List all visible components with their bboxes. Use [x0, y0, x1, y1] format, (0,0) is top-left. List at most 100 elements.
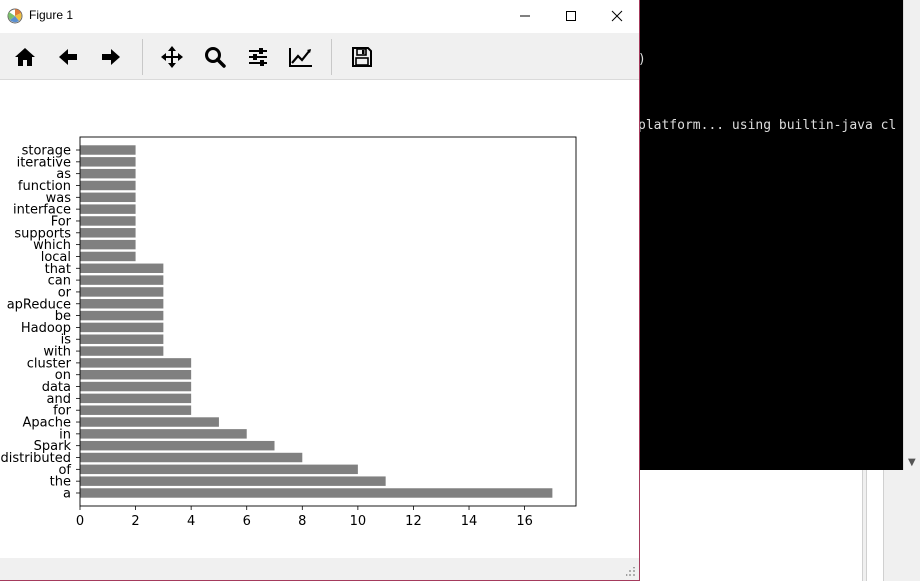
scroll-down-icon[interactable]: ▼	[908, 457, 916, 468]
bar-Spark	[80, 440, 275, 451]
bar-Hadoop	[80, 322, 164, 333]
home-button[interactable]	[9, 41, 41, 73]
bar-with	[80, 346, 164, 356]
configure-subplots-button[interactable]	[242, 41, 274, 73]
bar-or	[80, 287, 164, 297]
x-tick-label: 2	[131, 514, 139, 529]
terminal-line: )	[638, 52, 646, 67]
axes-frame	[79, 136, 577, 507]
y-tick-label: the	[50, 475, 71, 490]
y-tick-label: be	[55, 309, 71, 324]
x-tick-label: 8	[298, 514, 306, 529]
y-tick-label: distributed	[0, 451, 71, 466]
bar-of	[80, 464, 358, 475]
toolbar-separator	[142, 39, 143, 75]
navigation-toolbar	[0, 33, 639, 80]
save-button[interactable]	[346, 41, 378, 73]
pan-button[interactable]	[156, 41, 188, 73]
y-tick-label: storage	[22, 144, 71, 159]
y-tick-label: on	[55, 368, 71, 383]
bar-function	[80, 180, 136, 191]
title-bar[interactable]: Figure 1	[0, 0, 639, 32]
bar-be	[80, 310, 164, 321]
bar-that	[80, 263, 164, 274]
y-tick-label: local	[41, 250, 71, 265]
move-icon	[161, 46, 183, 68]
bar-and	[80, 393, 192, 404]
minimize-icon	[520, 15, 530, 17]
bar-can	[80, 275, 164, 285]
back-button[interactable]	[52, 41, 84, 73]
y-tick-label: and	[47, 392, 71, 407]
y-tick-label: or	[58, 285, 72, 300]
x-tick-label: 14	[461, 514, 478, 529]
y-tick-label: Hadoop	[21, 321, 71, 336]
x-tick-label: 0	[76, 514, 84, 529]
zoom-button[interactable]	[199, 41, 231, 73]
bar-iterative	[80, 157, 136, 167]
window-title: Figure 1	[29, 8, 74, 22]
bar-distributed	[80, 452, 303, 463]
y-tick-label: for	[53, 404, 72, 419]
y-tick-label: interface	[13, 203, 71, 218]
close-icon	[611, 10, 623, 22]
y-tick-label: apReduce	[7, 297, 71, 312]
bar-cluster	[80, 358, 192, 368]
maximize-icon	[566, 11, 576, 21]
x-tick-label: 4	[187, 514, 195, 529]
y-tick-label: a	[63, 486, 71, 501]
y-tick-label: supports	[14, 226, 71, 241]
close-button[interactable]	[594, 0, 640, 32]
background-panel	[640, 470, 863, 581]
status-bar	[0, 558, 639, 580]
bar-which	[80, 239, 136, 250]
bar-data	[80, 381, 192, 392]
bar-supports	[80, 228, 136, 238]
x-tick-label: 12	[405, 514, 422, 529]
terminal-line: platform... using builtin-java cl	[638, 118, 897, 133]
magnifier-icon	[205, 47, 226, 68]
bar-the	[80, 476, 386, 486]
home-icon	[15, 48, 35, 66]
figure-canvas[interactable]: a the of distributed Spark in Apache for and data…	[0, 80, 639, 558]
y-tick-label: as	[56, 167, 71, 182]
line-chart-icon	[289, 48, 312, 67]
toolbar-separator	[331, 39, 332, 75]
arrow-right-icon	[102, 49, 120, 65]
forward-button[interactable]	[95, 41, 127, 73]
y-tick-label: that	[45, 262, 71, 277]
y-tick-label: cluster	[27, 356, 72, 371]
bar-For	[80, 216, 136, 226]
x-tick-label: 16	[516, 514, 533, 529]
y-tick-label: in	[59, 427, 71, 442]
background-window	[640, 470, 920, 581]
x-tick-label: 10	[350, 514, 367, 529]
arrow-left-icon	[59, 49, 77, 65]
figure-window: Figure 1	[0, 0, 640, 581]
terminal-window: ) platform... using builtin-java cl	[638, 0, 903, 470]
y-tick-label: can	[48, 274, 71, 289]
y-tick-label: function	[18, 179, 71, 194]
bar-chart: atheofdistributedSparkinApacheforanddata…	[0, 136, 577, 529]
matplotlib-app-icon	[7, 8, 23, 24]
bar-in	[80, 429, 247, 439]
maximize-button[interactable]	[548, 0, 594, 32]
bar-as	[80, 168, 136, 179]
bar-local	[80, 251, 136, 262]
background-scrollbar[interactable]	[866, 470, 884, 581]
bar-Apache	[80, 417, 219, 427]
edit-axes-button[interactable]	[285, 41, 317, 73]
bar-for	[80, 405, 192, 415]
bar-apReduce	[80, 299, 164, 309]
y-tick-label: data	[42, 380, 71, 395]
terminal-scrollbar[interactable]: ▼	[903, 0, 920, 470]
bar-interface	[80, 204, 136, 214]
y-tick-label: with	[43, 345, 71, 360]
y-tick-label: which	[33, 238, 71, 253]
resize-grip-icon[interactable]	[626, 567, 636, 577]
y-tick-label: Spark	[34, 439, 72, 454]
y-tick-label: of	[58, 463, 71, 478]
floppy-disk-icon	[352, 47, 372, 67]
bar-a	[80, 488, 553, 498]
minimize-button[interactable]	[502, 0, 548, 32]
